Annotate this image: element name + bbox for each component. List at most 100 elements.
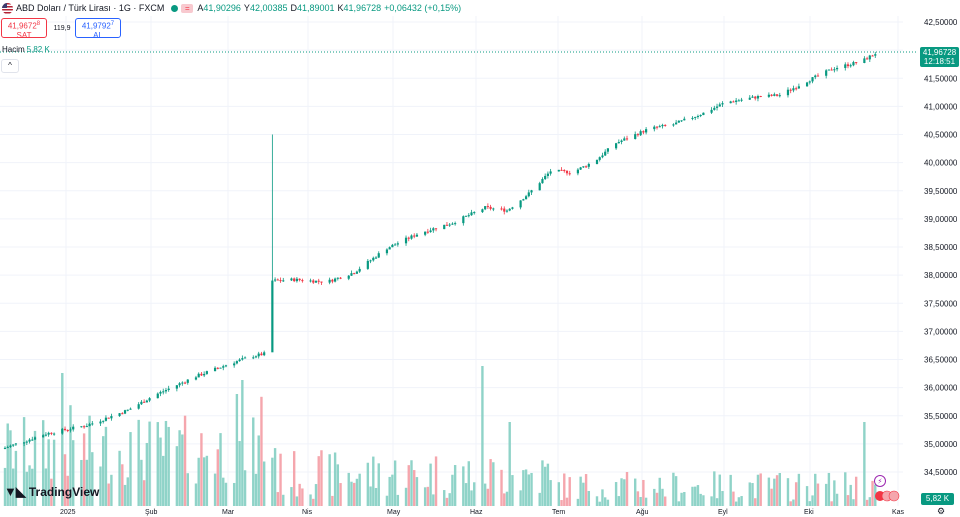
volume-bar bbox=[854, 476, 858, 506]
time-tick-label: Mar bbox=[222, 509, 235, 516]
candle-body bbox=[404, 237, 408, 244]
candle-body bbox=[6, 447, 9, 449]
candle-body bbox=[241, 358, 244, 360]
volume-bar bbox=[644, 497, 648, 506]
candle-body bbox=[544, 175, 547, 180]
candle-body bbox=[811, 77, 814, 82]
flash-event-icon[interactable] bbox=[874, 475, 886, 487]
volume-bar bbox=[33, 430, 37, 506]
candle-body bbox=[601, 155, 604, 158]
candle-body bbox=[290, 278, 293, 281]
volume-bar bbox=[339, 483, 342, 506]
event-icons[interactable]: ⚡ bbox=[872, 474, 904, 504]
volume-bar bbox=[568, 477, 571, 506]
volume-bar bbox=[186, 473, 189, 506]
price-tick-label: 35,50000 bbox=[924, 412, 958, 421]
candle-body bbox=[527, 192, 530, 197]
candle-body bbox=[604, 151, 607, 156]
volume-bar bbox=[52, 439, 56, 506]
buy-button[interactable]: 41,97927 AL bbox=[75, 18, 121, 40]
candle-body bbox=[339, 277, 342, 279]
candle-body bbox=[235, 361, 238, 364]
volume-bar bbox=[639, 496, 642, 506]
candle-body bbox=[786, 89, 790, 96]
compare-chip[interactable]: = bbox=[181, 3, 194, 13]
collapse-legend-button[interactable]: ^ bbox=[1, 59, 19, 73]
candle-body bbox=[852, 62, 855, 66]
volume-legend[interactable]: Hacim 5,82 K bbox=[2, 45, 50, 54]
volume-bar bbox=[377, 463, 380, 506]
candle-body bbox=[568, 173, 571, 175]
candle-body bbox=[538, 183, 541, 191]
volume-bar bbox=[121, 464, 124, 506]
volume-bar bbox=[235, 394, 239, 506]
candle-body bbox=[347, 275, 350, 279]
candle-body bbox=[33, 437, 37, 440]
candle-body bbox=[42, 435, 45, 438]
candle-body bbox=[271, 280, 274, 353]
candle-body bbox=[732, 101, 735, 103]
volume-bar bbox=[863, 422, 866, 506]
volume-bar bbox=[200, 433, 203, 506]
candle-body bbox=[295, 278, 299, 282]
candle-body bbox=[579, 167, 582, 170]
volume-bar bbox=[503, 493, 506, 506]
candle-body bbox=[110, 416, 113, 419]
volume-bar bbox=[22, 417, 26, 506]
time-tick-label: Tem bbox=[552, 509, 565, 516]
candle-body bbox=[615, 143, 618, 149]
candle-body bbox=[14, 443, 18, 445]
volume-bar bbox=[511, 475, 514, 506]
candle-body bbox=[369, 260, 372, 262]
volume-bar bbox=[775, 475, 779, 506]
symbol-title[interactable]: ABD Doları / Türk Lirası · 1G · FXCM bbox=[16, 3, 165, 13]
volume-bar bbox=[353, 482, 356, 506]
candle-body bbox=[298, 278, 301, 281]
candle-body bbox=[846, 64, 850, 67]
sell-button[interactable]: 41,96728 SAT bbox=[1, 18, 47, 40]
candle-body bbox=[584, 166, 588, 168]
volume-bar bbox=[805, 486, 809, 506]
volume-bar bbox=[617, 496, 621, 506]
volume-bar bbox=[729, 474, 732, 506]
candle-body bbox=[63, 428, 67, 431]
candle-body bbox=[254, 356, 258, 358]
volume-bar bbox=[162, 455, 165, 506]
volume-bar bbox=[232, 482, 236, 506]
volume-bar bbox=[492, 462, 495, 506]
candle-body bbox=[432, 228, 435, 231]
volume-bar bbox=[445, 497, 449, 506]
volume-bar bbox=[694, 486, 697, 506]
candle-body bbox=[827, 69, 830, 71]
volume-bar bbox=[473, 482, 476, 506]
candle-body bbox=[470, 212, 473, 216]
candle-body bbox=[129, 408, 132, 410]
settings-gear-icon[interactable]: ⚙ bbox=[937, 506, 946, 516]
candle-body bbox=[691, 117, 694, 119]
candle-body bbox=[22, 442, 26, 444]
volume-bar bbox=[279, 453, 282, 506]
candle-body bbox=[729, 101, 732, 104]
volume-bar bbox=[500, 469, 503, 506]
volume-bar bbox=[489, 459, 492, 506]
volume-bar bbox=[732, 491, 735, 506]
volume-bar bbox=[44, 468, 48, 506]
candle-body bbox=[830, 69, 833, 71]
tradingview-logo[interactable]: ▼◣ TradingView bbox=[4, 484, 99, 500]
change-value: +0,06432 (+0,15%) bbox=[384, 3, 462, 13]
volume-bar bbox=[710, 496, 713, 506]
volume-bar bbox=[508, 422, 511, 506]
volume-bar bbox=[606, 499, 610, 506]
candle-body bbox=[276, 279, 279, 281]
candle-body bbox=[874, 54, 877, 56]
candle-body bbox=[816, 75, 820, 77]
us-event-icon-3[interactable] bbox=[888, 490, 900, 502]
volume-bar bbox=[301, 488, 304, 506]
volume-bar bbox=[579, 476, 582, 506]
candle-body bbox=[181, 382, 184, 384]
candle-body bbox=[541, 179, 544, 184]
volume-bar bbox=[824, 483, 828, 506]
volume-bar bbox=[273, 448, 277, 506]
candle-body bbox=[814, 75, 817, 78]
